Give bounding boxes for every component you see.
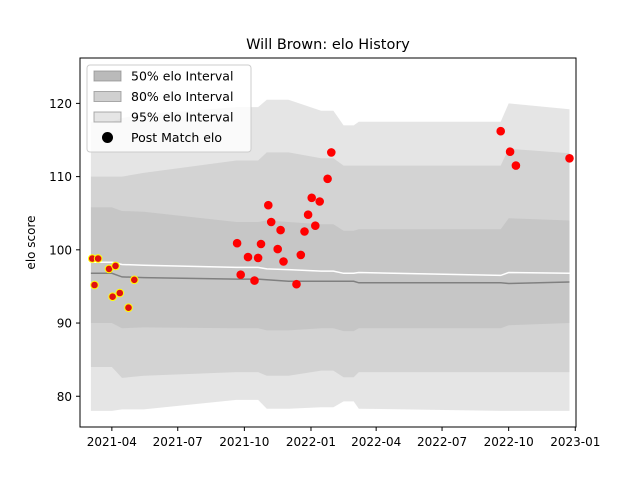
band-80 [90,148,570,378]
legend-frame [86,64,252,153]
axes-frame [79,57,577,428]
y-axis-ticks: 80 90 100 110 120 [49,97,80,404]
post-match-point [279,257,288,266]
post-match-point [296,250,306,260]
post-match-point [307,193,317,203]
legend-label: Post Match elo [131,130,222,145]
interval-bands [90,99,570,411]
post-match-point [327,148,336,157]
x-tick-label: 2023-01 [550,435,600,449]
post-match-point [511,161,521,170]
post-match-point [292,279,301,289]
mean-line [90,261,570,277]
post-match-points [88,126,574,313]
post-match-point [232,238,242,248]
legend-swatch [93,70,122,82]
post-match-point [303,210,313,219]
x-tick-label: 2022-01 [286,435,336,449]
post-match-point [236,270,245,280]
post-match-point [315,197,325,206]
post-match-point [124,303,133,313]
legend-swatch [93,91,122,102]
post-match-point [243,252,253,262]
x-tick-label: 2021-07 [153,435,203,449]
legend-label: 80% elo Interval [131,89,233,104]
legend-marker [102,132,113,143]
post-match-point [250,276,259,285]
post-match-point [256,239,266,249]
post-match-point [300,227,309,236]
y-tick-label: 80 [57,390,72,404]
y-tick-label: 100 [49,243,72,257]
legend-label: 95% elo Interval [131,110,233,125]
y-tick-label: 90 [57,317,72,331]
post-match-point [90,280,99,290]
x-tick-label: 2022-10 [484,435,534,449]
x-tick-label: 2021-10 [219,435,269,449]
x-tick-label: 2022-07 [417,435,467,449]
post-match-point [108,292,117,302]
chart-title: Will Brown: elo History [246,37,410,53]
legend: 50% elo Interval 80% elo Interval 95% elo … [86,64,252,153]
post-match-point [130,275,139,285]
post-match-point [253,253,263,263]
x-tick-label: 2021-04 [87,435,137,449]
post-match-point [505,147,515,156]
legend-label: 50% elo Interval [131,69,233,84]
post-match-point [111,261,120,271]
legend-swatch [93,111,122,123]
band-95 [90,99,570,411]
y-tick-label: 110 [49,170,72,184]
x-tick-label: 2022-04 [351,435,401,449]
post-match-point [311,221,320,230]
post-match-point [93,254,103,263]
y-axis-label: elo score [24,215,38,269]
post-match-point [323,174,332,184]
post-match-point [266,217,276,227]
post-match-point [496,126,506,136]
x-axis-ticks: 2021-04 2021-07 2021-10 2022-01 2022-04 2022-… [87,427,600,449]
post-match-point [273,244,283,254]
post-match-point [264,200,273,210]
y-tick-label: 120 [49,97,72,111]
post-match-point [276,225,285,235]
band-50 [90,207,570,332]
post-match-point [115,288,125,298]
post-match-point [565,154,574,163]
